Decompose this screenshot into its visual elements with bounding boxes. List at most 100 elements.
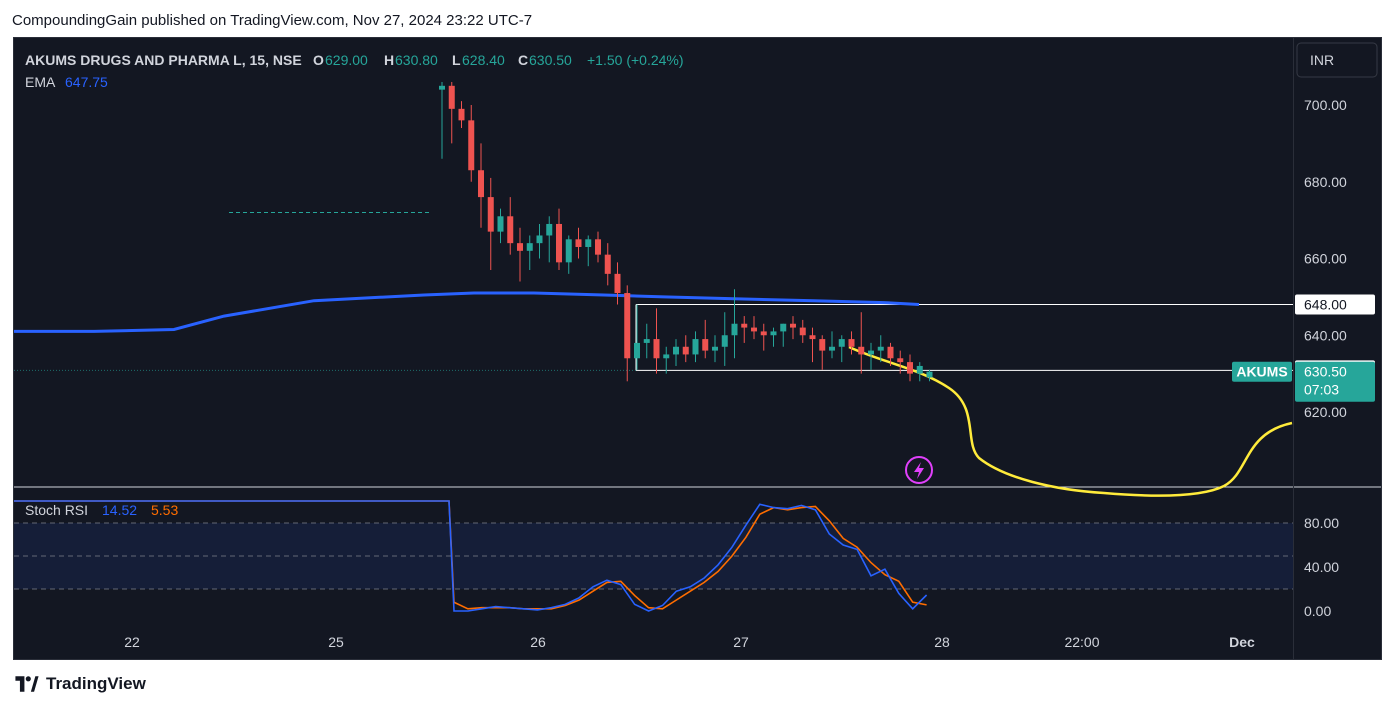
candle-body [692,339,699,355]
candle-body [458,108,465,121]
candle-body [624,293,631,359]
candle [712,335,718,363]
price-chart[interactable]: 80.00 40.00 0.00 700.00 680.00 660.00 640.00 6… [14,38,1382,660]
candle [624,285,631,382]
candle-body [526,243,533,251]
candle [907,354,913,382]
stoch-tick-label: 0.00 [1304,603,1331,619]
candle-body [507,216,514,244]
price-tick-label: 680.00 [1304,174,1347,190]
candle-body [595,239,601,255]
price-tick-label: 660.00 [1304,251,1347,267]
candle-body [614,273,621,294]
candle-body [868,350,874,355]
svg-text:629.00: 629.00 [325,52,368,68]
candle [838,335,845,363]
candle [487,177,494,271]
candle [643,323,650,359]
candle-body [819,339,826,351]
candle-body [556,223,562,263]
price-badge-bg [1295,294,1375,315]
candle [604,243,611,286]
candle [556,208,562,271]
stoch-d-value: 5.53 [151,502,178,518]
candle [653,308,660,374]
svg-text:630.80: 630.80 [395,52,438,68]
time-tick-label: 25 [328,634,344,650]
candle [887,342,894,366]
candle-body [799,327,806,336]
candle [760,323,767,351]
candle [614,262,621,305]
candle-body [448,85,455,109]
candle-body [575,239,582,247]
candle-body [721,335,728,347]
candle [526,235,533,271]
candle-body [741,323,748,328]
candle [448,81,455,144]
candle-body [439,85,445,90]
candle-body [643,339,650,343]
candle-body [790,323,796,328]
candle [751,316,757,340]
candle [877,335,884,363]
candle-body [634,342,640,359]
svg-text:L: L [452,52,461,68]
stoch-tick-label: 40.00 [1304,559,1339,575]
candle [829,331,835,359]
candle [439,81,445,159]
svg-text:630.50: 630.50 [529,52,572,68]
candle-body [897,358,904,363]
candle-body [712,346,718,351]
candle-body [497,216,504,232]
candle-body [760,331,767,336]
ema-line [14,291,920,333]
candle [595,231,601,263]
currency-button[interactable]: INR [1296,42,1378,78]
candle [682,335,689,363]
candle [663,346,670,374]
stoch-tick-label: 80.00 [1304,515,1339,531]
time-tick-label: Dec [1229,634,1255,650]
candle [546,216,553,263]
projection-line [848,345,1293,497]
time-tick-label: 22 [124,634,140,650]
candle-body [877,346,884,351]
candle [673,339,679,366]
candle [702,319,709,359]
symbol-tag-bg [1232,361,1292,382]
stoch-d-line [14,500,927,610]
candle-body [663,354,670,359]
candle-body [907,362,913,374]
candle-body [887,346,894,359]
candle-body [673,346,679,355]
price-tick-label: 640.00 [1304,327,1347,343]
candle [926,369,933,382]
time-tick-label: 26 [530,634,546,650]
ohlc-readout: O 629.00 H 630.80 L 628.40 C 630.50 +1.5… [313,52,684,68]
candle [458,101,465,129]
candle-body [731,323,738,336]
candle-body [751,327,757,332]
candle-body [487,197,494,232]
chart-frame[interactable]: 80.00 40.00 0.00 700.00 680.00 660.00 640.00 6… [13,37,1382,660]
svg-text:+1.50 (+0.24%): +1.50 (+0.24%) [587,52,684,68]
candle-body [536,235,543,244]
price-tick-label: 620.00 [1304,404,1347,420]
price-badge: 648.00 [1295,294,1375,315]
candle [478,143,484,228]
candle [790,316,796,340]
candle [799,319,806,343]
svg-text:628.40: 628.40 [462,52,505,68]
candle [780,323,787,347]
lightning-icon[interactable] [905,456,933,484]
candle-body [653,339,660,359]
candle [575,227,582,259]
footer-brand[interactable]: TradingView [14,674,146,694]
candle-body [838,339,845,347]
stoch-rsi-label: Stoch RSI [25,502,88,518]
candle-body [916,365,923,374]
candle-body [682,346,689,355]
candle [916,362,923,382]
candle-body [926,371,933,378]
